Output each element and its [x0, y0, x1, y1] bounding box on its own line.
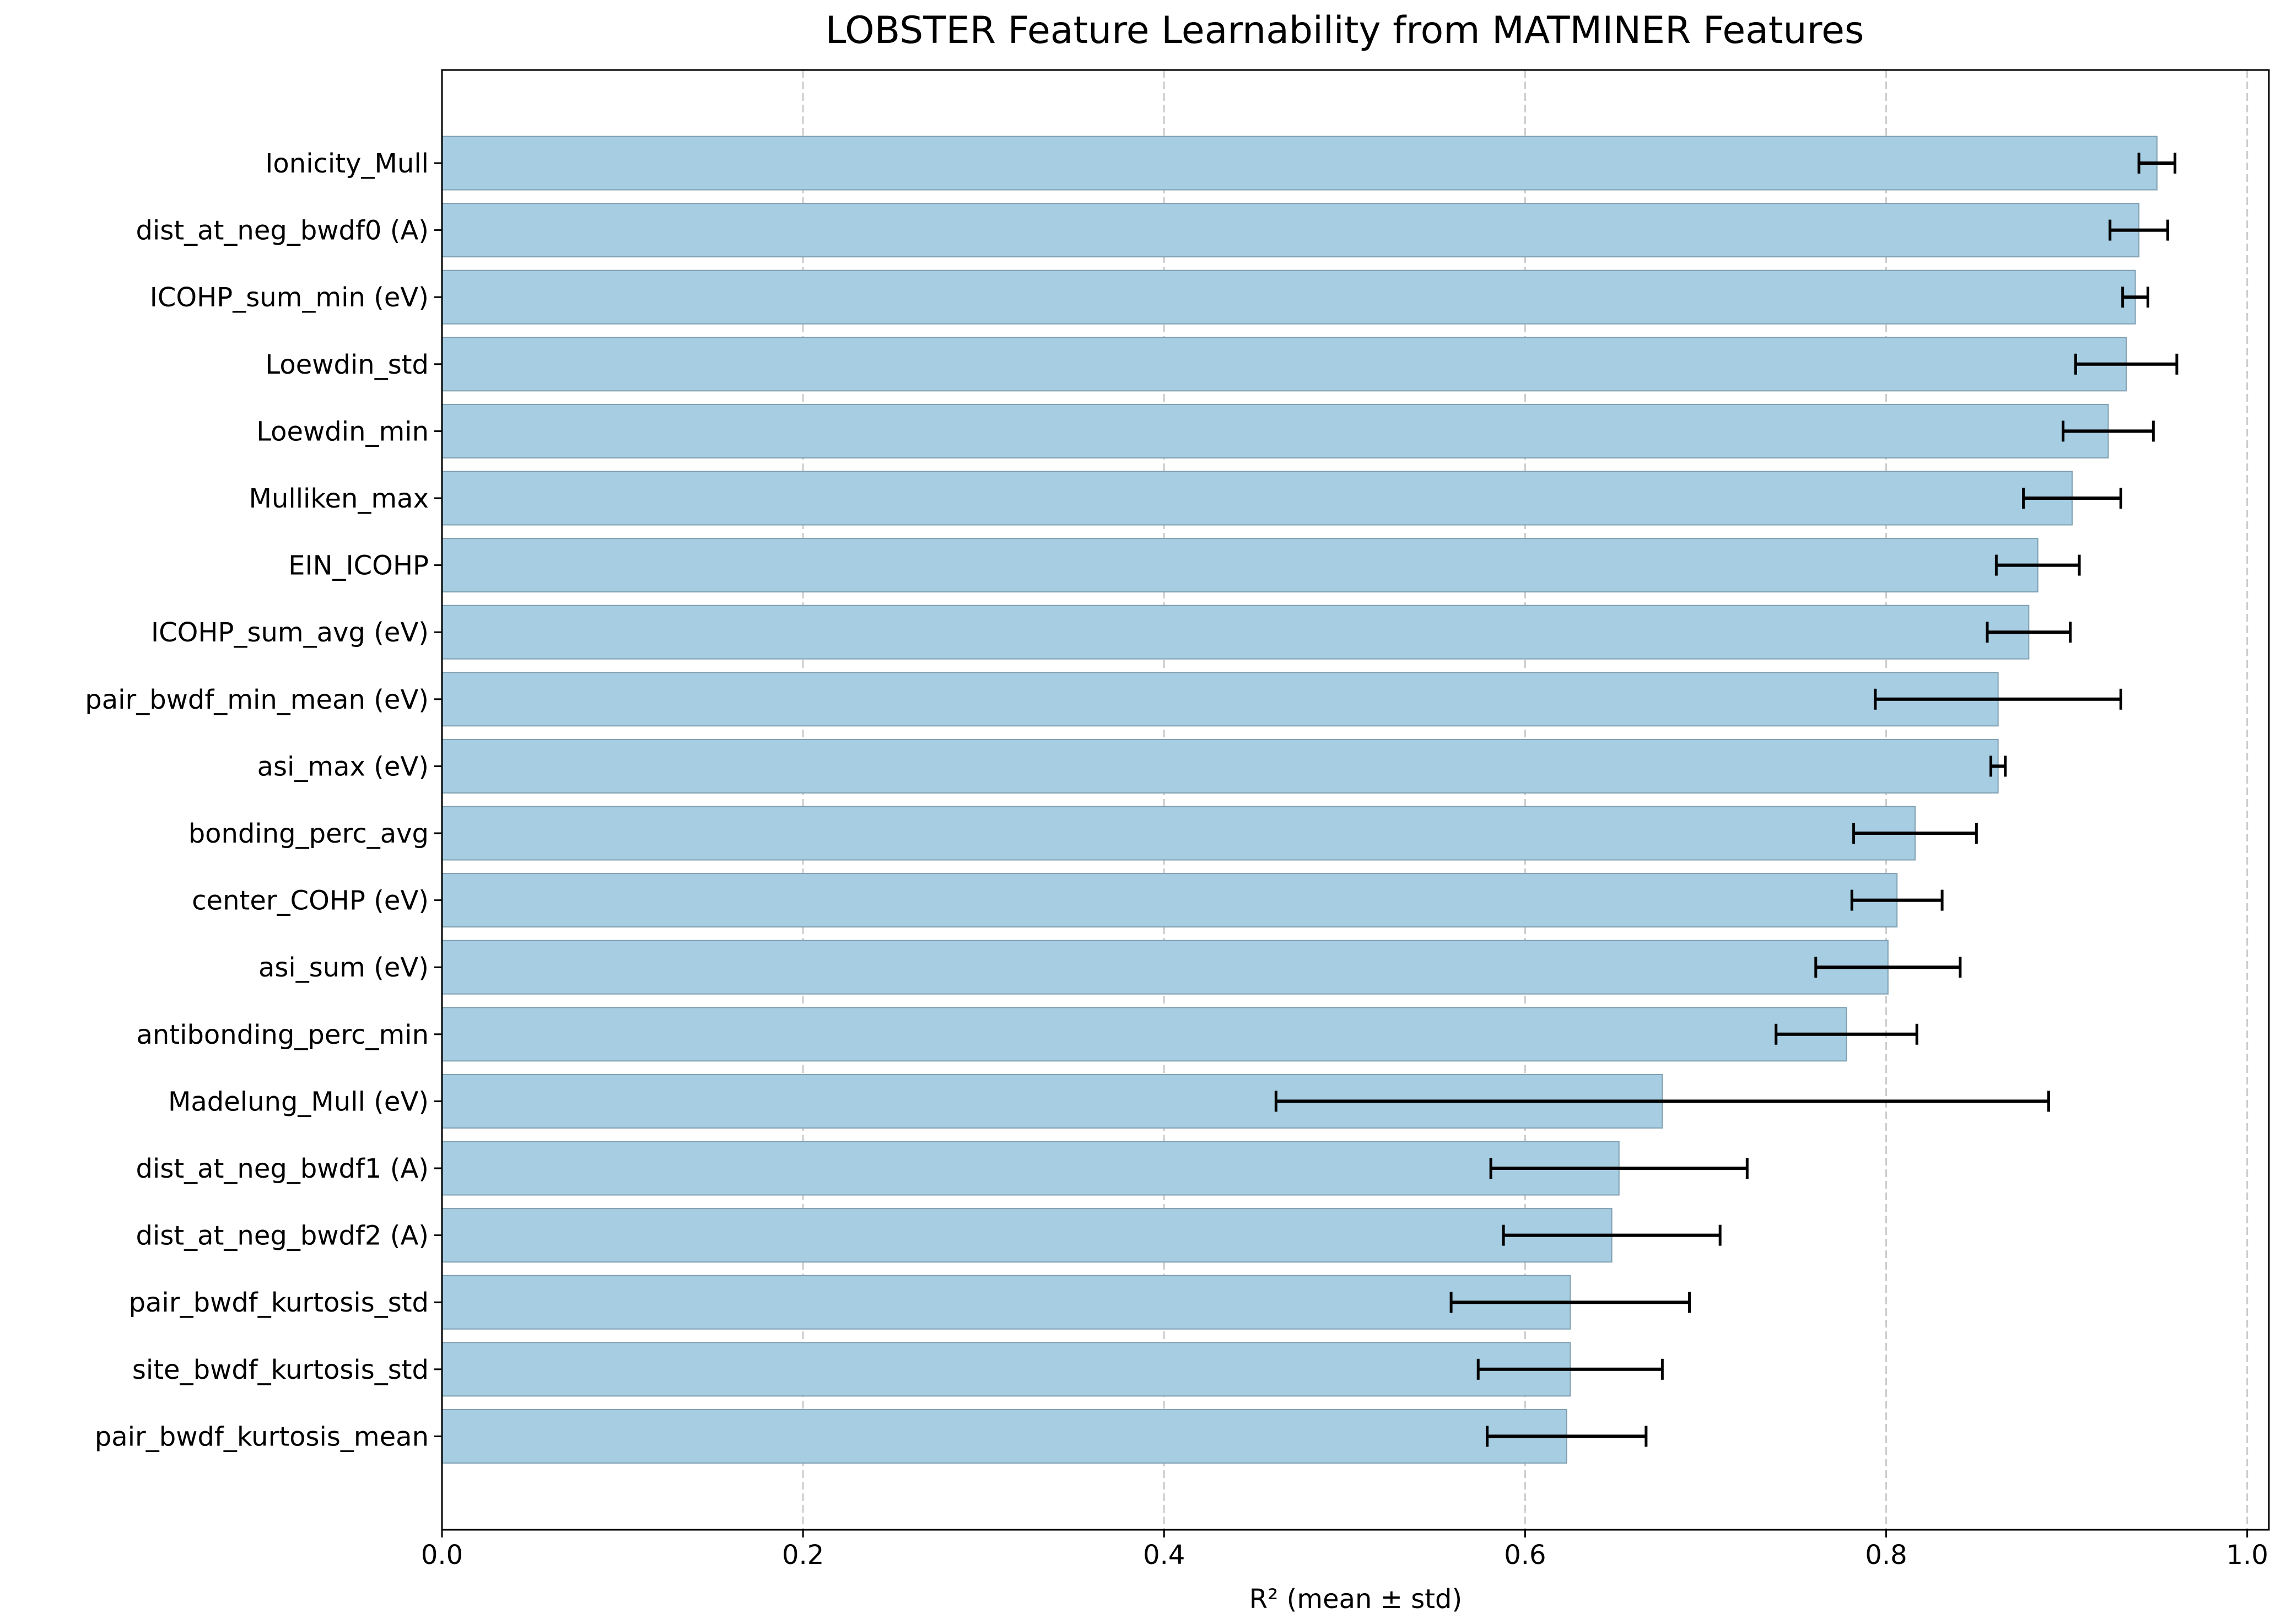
bar [441, 1208, 1613, 1263]
x-tick-label: 0.2 [782, 1540, 824, 1571]
error-bar [1852, 823, 1978, 844]
y-tick-label: asi_max (eV) [257, 751, 429, 782]
error-bar [1994, 554, 2081, 576]
y-tick-label: center_COHP (eV) [192, 886, 429, 916]
error-bars [1274, 153, 2178, 1447]
y-tick-label: asi_sum (eV) [258, 952, 429, 983]
axes-frame [441, 69, 2270, 1531]
x-tick-label: 0.0 [421, 1540, 463, 1571]
bar [441, 605, 2030, 660]
bar [441, 471, 2073, 526]
error-bar [2109, 219, 2170, 241]
error-bar [2121, 287, 2150, 308]
y-tick-label: ICOHP_sum_min (eV) [150, 282, 429, 313]
error-bar [1502, 1224, 1722, 1246]
y-tick-label: bonding_perc_avg [188, 818, 429, 849]
y-tick-label: EIN_ICOHP [288, 551, 429, 581]
bar [441, 940, 1889, 995]
error-bar [2074, 353, 2178, 375]
bar [441, 1409, 1567, 1464]
y-tick-label: pair_bwdf_kurtosis_mean [95, 1421, 429, 1452]
bar [441, 1141, 1620, 1196]
bar [441, 738, 1999, 794]
bar [441, 136, 2158, 191]
error-bar [1986, 622, 2072, 643]
x-tick-label: 0.4 [1143, 1540, 1185, 1571]
error-bar [2137, 153, 2177, 174]
y-tick-label: Madelung_Mull (eV) [168, 1086, 429, 1117]
bar [441, 1342, 1571, 1397]
x-tick-label: 1.0 [2226, 1540, 2268, 1571]
bar [441, 806, 1916, 861]
error-bar [1874, 688, 2122, 710]
y-tick-label: Loewdin_std [265, 349, 429, 380]
error-bar [1850, 889, 1944, 911]
bar [441, 337, 2127, 392]
error-bar [1486, 1426, 1648, 1447]
y-tick-label: Ionicity_Mull [265, 148, 429, 179]
x-tick-label: 0.6 [1504, 1540, 1546, 1571]
y-tick-labels: Ionicity_Mull dist_at_neg_bwdf0 (A) ICOHP_… [85, 148, 442, 1452]
y-tick-label: dist_at_neg_bwdf1 (A) [136, 1153, 429, 1184]
bar [441, 403, 2109, 458]
y-tick-label: ICOHP_sum_avg (eV) [151, 617, 429, 648]
y-tick-label: dist_at_neg_bwdf2 (A) [136, 1221, 429, 1251]
y-tick-label: site_bwdf_kurtosis_std [132, 1355, 429, 1385]
bar [441, 203, 2140, 258]
x-axis-label: R² (mean ± std) [1249, 1584, 1462, 1615]
error-bar [1449, 1292, 1691, 1313]
x-tick-labels: 0.0 0.2 0.4 0.6 0.8 1.0 [421, 1530, 2268, 1571]
bar [441, 1007, 1847, 1062]
bar [441, 1275, 1571, 1330]
y-tick-label: Mulliken_max [249, 483, 429, 514]
error-bar [1274, 1091, 2050, 1112]
bar [441, 538, 2039, 593]
error-bar [1476, 1358, 1664, 1380]
bar [441, 269, 2136, 325]
error-bar [1814, 957, 1962, 978]
error-bar [1989, 756, 2007, 777]
error-bar [1489, 1158, 1749, 1179]
y-tick-label: antibonding_perc_min [136, 1019, 429, 1050]
bars [441, 136, 2158, 1464]
y-tick-label: Loewdin_min [256, 416, 429, 447]
x-tick-label: 0.8 [1865, 1540, 1907, 1571]
error-bar [2062, 420, 2155, 442]
y-tick-label: dist_at_neg_bwdf0 (A) [136, 215, 429, 246]
error-bar [2022, 488, 2122, 509]
y-tick-label: pair_bwdf_kurtosis_std [129, 1287, 429, 1318]
y-tick-label: pair_bwdf_min_mean (eV) [85, 684, 429, 715]
chart-title: LOBSTER Feature Learnability from MATMIN… [826, 9, 1864, 52]
bar [441, 672, 1999, 727]
bar [441, 873, 1898, 928]
error-bar [1775, 1023, 1918, 1045]
